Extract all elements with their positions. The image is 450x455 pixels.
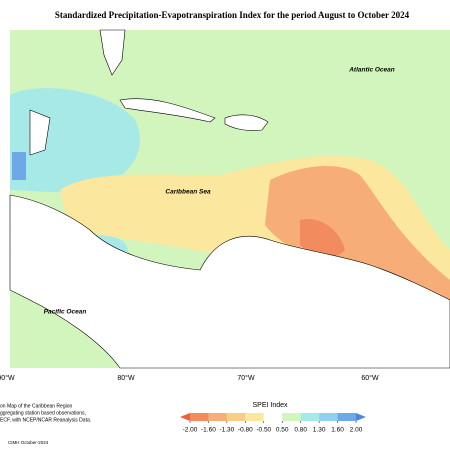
- colorbar-tick-label: 0.80: [294, 427, 307, 434]
- land: [99, 29, 126, 76]
- ocean-label: Atlantic Ocean: [348, 67, 395, 74]
- colorbar-bin: [282, 413, 301, 421]
- colorbar-label: SPEI Index: [252, 402, 288, 409]
- wet-region: [10, 88, 140, 193]
- colorbar-bin: [263, 413, 283, 421]
- sea-label: Caribbean Sea: [165, 189, 211, 196]
- land: [224, 114, 269, 131]
- credit: CIMH October-2024: [8, 440, 49, 445]
- colorbar-tick-label: -0.50: [256, 427, 271, 434]
- title: Standardized Precipitation-Evapotranspir…: [55, 10, 410, 20]
- land: [9, 194, 450, 369]
- note: on Map of the Caribbean Region: [0, 403, 72, 409]
- ocean-label: Pacific Ocean: [44, 309, 87, 316]
- colorbar-tick-label: 2.00: [350, 427, 363, 434]
- colorbar-tick-label: 0.50: [276, 427, 289, 434]
- dry-region: [300, 219, 345, 258]
- colorbar-tick-label: 1.60: [331, 427, 344, 434]
- longitude-label: 90°W: [0, 374, 15, 382]
- colorbar-tick-label: -2.00: [183, 427, 198, 434]
- longitude-label: 70°W: [237, 374, 255, 382]
- colorbar-bin: [208, 413, 227, 421]
- colorbar-tick-label: -1.60: [201, 427, 216, 434]
- colorbar-end: [180, 413, 190, 421]
- colorbar-bin: [226, 413, 246, 421]
- map: [9, 29, 450, 369]
- wet-region: [12, 152, 26, 180]
- colorbar-bin: [190, 413, 209, 421]
- longitude-label: 80°W: [117, 374, 135, 382]
- colorbar-bin: [319, 413, 338, 421]
- land: [29, 109, 51, 156]
- colorbar-end: [356, 413, 366, 421]
- colorbar-tick-label: -0.80: [238, 427, 253, 434]
- land: [119, 98, 216, 123]
- note: ECF, with NCEP/NCAR Reanalysis Data.: [0, 417, 91, 423]
- colorbar: -2.00 -1.60 -1.30 -0.80 -0.50 0.50 0.80 1.30 1.6…: [180, 413, 366, 434]
- colorbar-tick-label: -1.30: [219, 427, 234, 434]
- colorbar-bin: [337, 413, 356, 421]
- colorbar-bin: [245, 413, 264, 421]
- colorbar-bin: [300, 413, 320, 421]
- colorbar-tick-label: 1.30: [313, 427, 326, 434]
- note: ggregating station based observations,: [0, 410, 86, 416]
- longitude-label: 60°W: [361, 374, 379, 382]
